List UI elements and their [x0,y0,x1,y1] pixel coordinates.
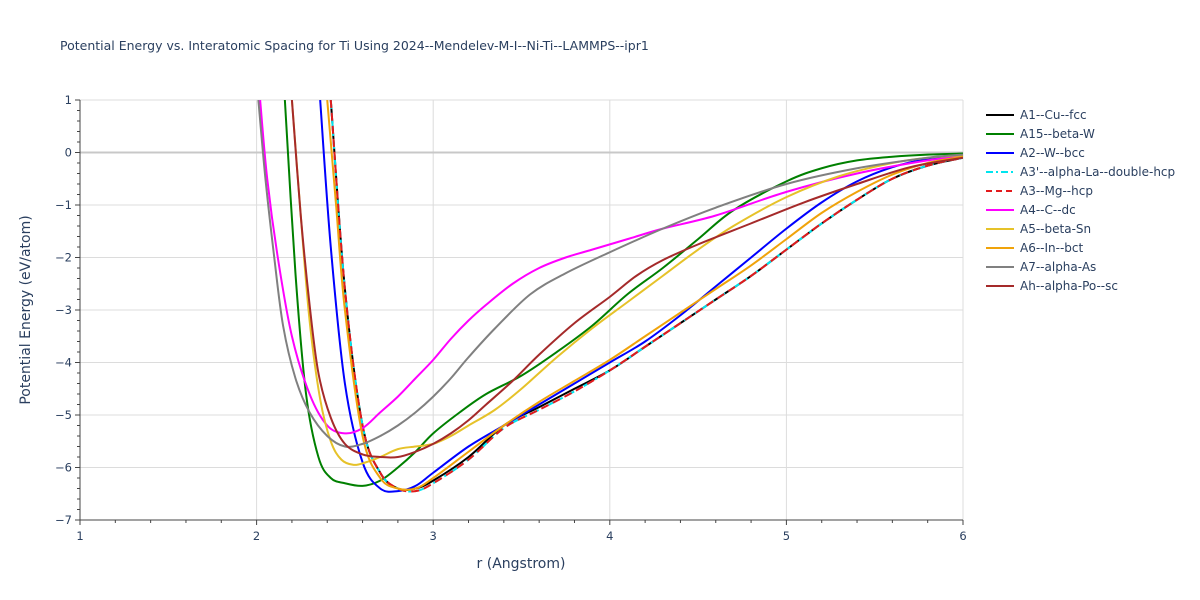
x-tick-label: 5 [783,529,790,543]
grid-lines [80,99,964,520]
legend-label: A3'--alpha-La--double-hcp [1020,165,1175,179]
legend-item[interactable]: A7--alpha-As [986,260,1096,274]
y-tick-label: 0 [65,146,72,160]
y-tick-label: −6 [55,461,72,475]
tick-labels: 1 2 3 4 5 6 1 0 −1 −2 −3 −4 −5 −6 −7 [55,93,967,543]
x-tick-label: 2 [253,529,260,543]
y-tick-label: −5 [55,408,72,422]
legend-label: A3--Mg--hcp [1020,184,1093,198]
series-line-9 [257,100,963,448]
x-tick-label: 3 [430,529,437,543]
legend-item[interactable]: A6--In--bct [986,241,1084,255]
legend-item[interactable]: A3--Mg--hcp [986,184,1093,198]
legend-label: A4--C--dc [1020,203,1076,217]
y-tick-label: 1 [65,93,72,107]
series-line-10 [290,100,963,459]
legend-label: A1--Cu--fcc [1020,108,1087,122]
series-line-8 [326,100,963,491]
x-axis-label: r (Angstrom) [477,556,566,572]
legend-item[interactable]: A4--C--dc [986,203,1076,217]
y-tick-label: −4 [55,356,72,370]
legend-item[interactable]: A1--Cu--fcc [986,108,1087,122]
legend-label: A15--beta-W [1020,127,1095,141]
y-tick-label: −1 [55,198,72,212]
legend-label: A2--W--bcc [1020,146,1085,160]
series-line-2 [283,100,963,487]
legend-item[interactable]: A5--beta-Sn [986,222,1091,236]
series-line-5 [329,100,963,493]
legend: A1--Cu--fcc A15--beta-W A2--W--bcc A3'--alp… [986,108,1175,293]
series-layer [257,100,963,493]
y-tick-label: −7 [55,513,72,527]
axes [75,99,964,525]
y-tick-label: −2 [55,251,72,265]
chart-title: Potential Energy vs. Interatomic Spacing… [60,38,649,53]
legend-label: A7--alpha-As [1020,260,1096,274]
series-line-6 [259,100,963,435]
legend-label: A5--beta-Sn [1020,222,1091,236]
legend-label: Ah--alpha-Po--sc [1020,279,1118,293]
series-line-3 [319,100,963,493]
x-tick-label: 4 [606,529,613,543]
series-line-7 [290,100,963,466]
y-tick-label: −3 [55,303,72,317]
y-axis-label: Potential Energy (eV/atom) [18,215,34,404]
x-tick-label: 1 [76,529,83,543]
legend-item[interactable]: A15--beta-W [986,127,1095,141]
legend-label: A6--In--bct [1020,241,1084,255]
legend-item[interactable]: Ah--alpha-Po--sc [986,279,1118,293]
x-tick-label: 6 [959,529,966,543]
legend-item[interactable]: A3'--alpha-La--double-hcp [986,165,1175,179]
legend-item[interactable]: A2--W--bcc [986,146,1085,160]
